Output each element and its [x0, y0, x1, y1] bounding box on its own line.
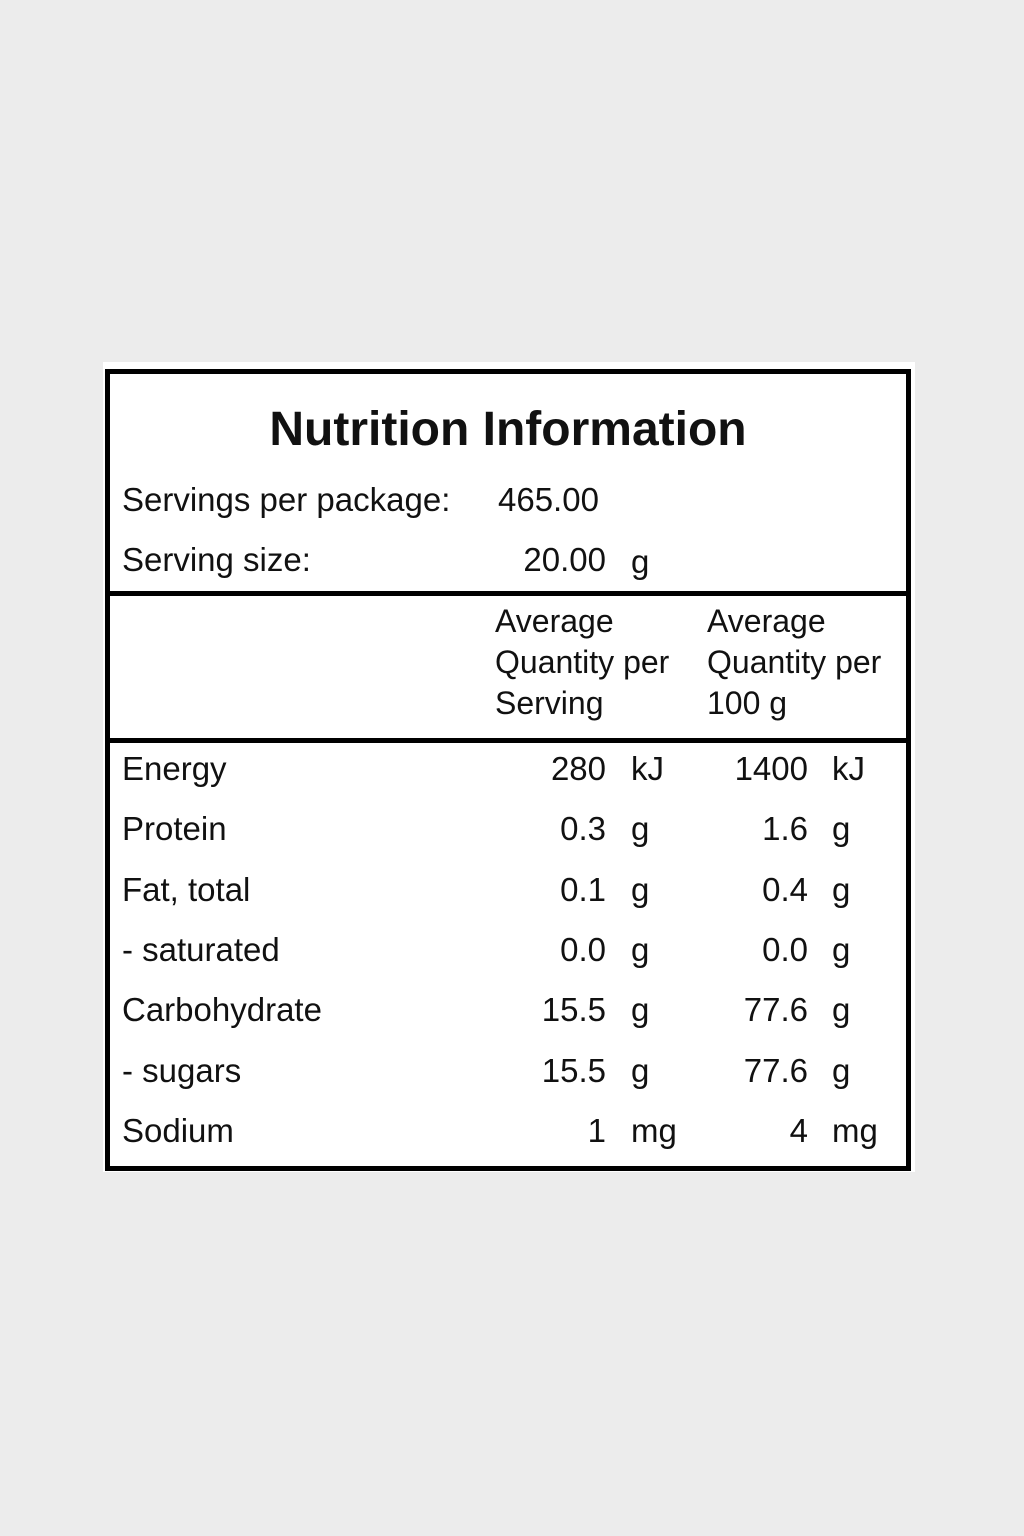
servings-per-package-value: 465.00	[498, 481, 599, 518]
nutrient-row-protein: Protein 0.3 g 1.6 g	[110, 809, 906, 869]
nutrient-row-saturated: - saturated 0.0 g 0.0 g	[110, 930, 906, 990]
nutrient-name: Protein	[122, 810, 227, 847]
nutrient-row-fat-total: Fat, total 0.1 g 0.4 g	[110, 870, 906, 930]
header-per-serving-line-3: Serving	[495, 685, 604, 721]
servings-per-package-label: Servings per package:	[122, 481, 451, 518]
header-per-100g-line-2: Quantity per	[707, 644, 882, 680]
nutrient-serving-unit: g	[631, 871, 650, 908]
nutrient-per100-unit: g	[832, 931, 851, 968]
nutrient-row-sodium: Sodium 1 mg 4 mg	[110, 1111, 906, 1171]
nutrient-per100-value: 77.6	[743, 991, 808, 1028]
nutrient-name: Sodium	[122, 1112, 234, 1149]
nutrient-per100-unit: g	[832, 1052, 851, 1089]
nutrient-per100-value: 1.6	[762, 810, 808, 847]
rule-top	[110, 591, 906, 596]
header-per-serving-line-1: Average	[495, 603, 614, 639]
nutrient-serving-unit: kJ	[631, 750, 664, 787]
nutrient-per100-unit: kJ	[832, 750, 865, 787]
serving-size-unit: g	[631, 543, 650, 580]
nutrient-serving-unit: g	[631, 810, 650, 847]
header-per-serving-line-2: Quantity per	[495, 644, 670, 680]
nutrient-serving-value: 0.1	[560, 871, 606, 908]
nutrient-per100-value: 1400	[734, 750, 808, 787]
header-per-100g-line-1: Average	[707, 603, 826, 639]
nutrition-label: Nutrition Information Servings per packa…	[105, 369, 911, 1171]
nutrient-serving-value: 15.5	[541, 1052, 606, 1089]
serving-size-value: 20.00	[523, 541, 606, 578]
nutrient-per100-value: 0.0	[762, 931, 808, 968]
nutrient-name: - saturated	[122, 931, 280, 968]
nutrient-per100-unit: g	[832, 810, 851, 847]
nutrient-serving-value: 0.0	[560, 931, 606, 968]
nutrient-serving-value: 15.5	[541, 991, 606, 1028]
header-per-100g-line-3: 100 g	[707, 685, 788, 721]
nutrient-per100-value: 4	[789, 1112, 808, 1149]
nutrient-per100-unit: g	[832, 871, 851, 908]
nutrient-serving-unit: g	[631, 991, 650, 1028]
serving-size-label: Serving size:	[122, 541, 311, 578]
nutrient-serving-unit: g	[631, 1052, 650, 1089]
nutrient-per100-value: 77.6	[743, 1052, 808, 1089]
label-title: Nutrition Information	[269, 403, 747, 456]
nutrient-serving-value: 280	[550, 750, 606, 787]
nutrient-row-energy: Energy 280 kJ 1400 kJ	[110, 749, 906, 809]
nutrient-name: Energy	[122, 750, 227, 787]
nutrient-serving-value: 1	[587, 1112, 606, 1149]
nutrient-name: Fat, total	[122, 871, 251, 908]
rule-header	[110, 738, 906, 743]
nutrient-row-carbohydrate: Carbohydrate 15.5 g 77.6 g	[110, 990, 906, 1050]
nutrient-per100-value: 0.4	[762, 871, 808, 908]
nutrient-name: Carbohydrate	[122, 991, 322, 1028]
nutrient-serving-unit: mg	[631, 1112, 677, 1149]
nutrient-serving-unit: g	[631, 931, 650, 968]
nutrient-row-sugars: - sugars 15.5 g 77.6 g	[110, 1051, 906, 1111]
nutrient-name: - sugars	[122, 1052, 242, 1089]
nutrient-serving-value: 0.3	[560, 810, 606, 847]
nutrient-per100-unit: g	[832, 991, 851, 1028]
nutrient-per100-unit: mg	[832, 1112, 878, 1149]
